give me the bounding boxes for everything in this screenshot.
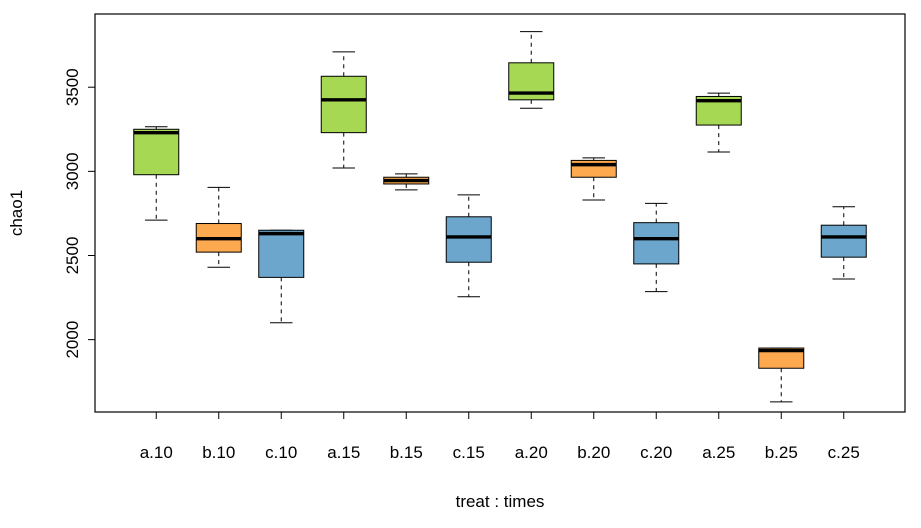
boxplot-b.10 — [195, 186, 242, 268]
iqr-box — [258, 229, 305, 278]
x-tick-label: a.20 — [515, 443, 548, 462]
plot-area — [94, 13, 906, 413]
iqr-box — [633, 222, 680, 265]
x-tick-label: a.15 — [327, 443, 360, 462]
x-tick-label: c.10 — [265, 443, 297, 462]
axes: 2000 2500 3000 3500 a.10 b.10 c.10 a.15 b.15 c.15… — [63, 68, 860, 462]
x-tick-label: b.10 — [202, 443, 235, 462]
x-tick-label: c.15 — [453, 443, 485, 462]
boxplot-b.25 — [758, 347, 805, 403]
x-tick-label: c.25 — [828, 443, 860, 462]
boxplot-a.20 — [508, 31, 555, 109]
boxplot-a.25 — [695, 92, 742, 153]
x-tick-label: a.25 — [702, 443, 735, 462]
iqr-box — [758, 347, 805, 369]
boxplot-c.25 — [820, 206, 867, 280]
y-tick-label: 3500 — [63, 68, 82, 106]
boxplot-b.20 — [570, 157, 617, 201]
iqr-box — [445, 216, 492, 263]
x-tick-label: c.20 — [640, 443, 672, 462]
boxplot-c.10 — [258, 229, 305, 324]
y-axis-label: chao1 — [7, 190, 26, 236]
boxplot-c.15 — [445, 194, 492, 298]
boxes — [133, 31, 867, 403]
y-tick-label: 3000 — [63, 152, 82, 190]
iqr-box — [320, 75, 367, 134]
iqr-box — [133, 128, 180, 176]
boxplot-c.20 — [633, 202, 680, 293]
x-tick-label: b.25 — [765, 443, 798, 462]
x-tick-label: a.10 — [140, 443, 173, 462]
y-tick-label: 2500 — [63, 237, 82, 275]
x-axis-label: treat : times — [456, 492, 545, 511]
iqr-box — [820, 224, 867, 258]
x-tick-label: b.20 — [577, 443, 610, 462]
boxplot-b.15 — [383, 173, 430, 191]
boxplot-a.10 — [133, 126, 180, 221]
boxplot-a.15 — [320, 51, 367, 169]
y-tick-label: 2000 — [63, 321, 82, 359]
x-tick-label: b.15 — [390, 443, 423, 462]
